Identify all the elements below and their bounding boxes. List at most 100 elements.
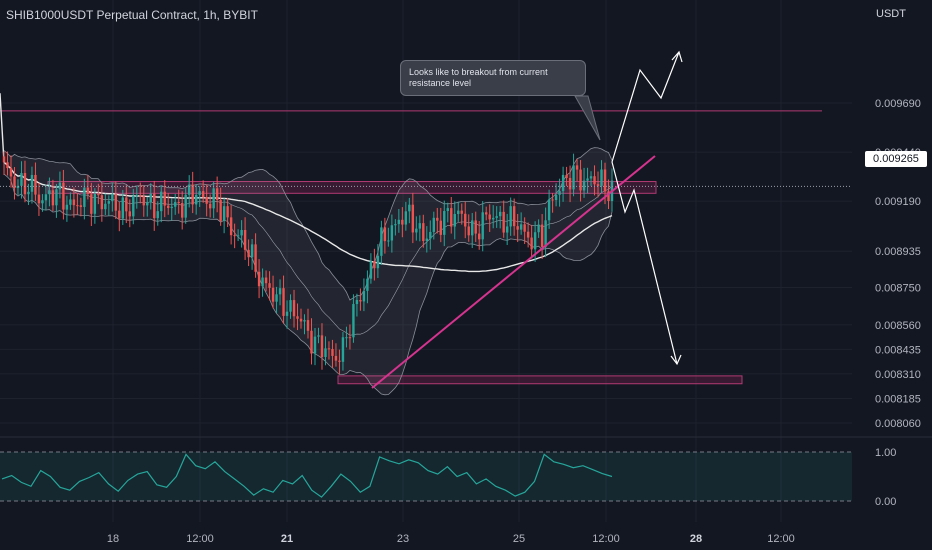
candle-body: [467, 226, 470, 236]
candle-body: [181, 203, 184, 218]
candle-body: [464, 213, 467, 227]
candle-body: [128, 211, 131, 217]
candle-body: [48, 190, 51, 195]
candle-body: [215, 188, 219, 200]
y-tick-label: 0.008185: [875, 393, 921, 405]
candle-body: [593, 176, 596, 185]
candle-body: [306, 320, 310, 331]
oscillator-band: [0, 452, 852, 501]
candle-body: [471, 220, 474, 236]
candle-body: [579, 169, 582, 191]
bullish-arrowhead: [671, 50, 683, 63]
candle-body: [345, 337, 348, 339]
candle-body: [282, 288, 285, 316]
annotation-callout[interactable]: Looks like to breakout from current resi…: [400, 60, 586, 96]
candle-body: [65, 204, 69, 210]
current-price-tag: 0.009265: [865, 151, 927, 167]
candle-body: [219, 199, 222, 221]
candle-body: [278, 288, 282, 295]
candle-body: [229, 217, 233, 236]
candle-body: [257, 271, 261, 287]
y-tick-label: 0.008750: [875, 283, 921, 295]
x-tick-label: 21: [281, 533, 293, 545]
candle-body: [86, 187, 90, 195]
candle-body: [450, 208, 453, 227]
candle-body: [425, 238, 429, 241]
candle-body: [254, 244, 257, 272]
candle-body: [149, 193, 152, 203]
candle-body: [533, 232, 537, 250]
candle-body: [488, 214, 491, 220]
candle-body: [397, 219, 401, 225]
candle-body: [505, 226, 509, 233]
x-tick-label: 12:00: [767, 533, 795, 545]
candle-body: [526, 231, 530, 238]
trendline-support: [371, 155, 656, 389]
candle-body: [271, 287, 275, 302]
candle-body: [453, 214, 456, 227]
candle-body: [509, 206, 512, 227]
candle-body: [544, 220, 547, 247]
candle-body: [558, 191, 561, 195]
candle-body: [268, 283, 271, 288]
x-tick-label: 12:00: [186, 533, 214, 545]
candle-body: [537, 224, 540, 233]
candle-body: [233, 235, 236, 237]
candle-body: [34, 174, 37, 195]
candle-body: [485, 212, 488, 215]
candle-body: [174, 202, 177, 207]
chart-title: SHIB1000USDT Perpetual Contract, 1h, BYB…: [6, 8, 258, 22]
y-tick-label: 0.008435: [875, 344, 921, 356]
candle-body: [184, 194, 187, 218]
resistance-zone: [47, 181, 657, 194]
y-tick-label: 0.008060: [875, 418, 921, 430]
candle-body: [79, 205, 83, 207]
candle-body: [9, 168, 13, 177]
candle-body: [320, 335, 324, 357]
candle-body: [167, 205, 170, 209]
candle-body: [348, 337, 352, 339]
oscillator-tick-label: 1.00: [875, 447, 896, 459]
x-tick-label: 28: [690, 533, 702, 545]
candle-body: [198, 191, 201, 195]
candle-body: [575, 165, 579, 170]
oscillator-line: [1, 453, 613, 498]
y-tick-label: 0.008935: [875, 246, 921, 258]
candle-body: [554, 194, 558, 201]
candle-body: [443, 211, 446, 235]
candle-body: [415, 228, 418, 233]
candle-body: [292, 300, 296, 317]
candle-body: [296, 316, 299, 319]
candle-body: [121, 197, 125, 219]
candle-body: [313, 336, 317, 354]
candle-body: [436, 217, 439, 221]
candle-body: [191, 184, 194, 205]
candle-body: [51, 190, 55, 206]
candle-body: [519, 224, 523, 230]
candle-body: [362, 290, 366, 302]
candle-body: [338, 360, 341, 362]
candle-body: [118, 210, 121, 219]
candle-body: [376, 255, 380, 269]
candle-body: [586, 178, 589, 181]
candle-body: [369, 261, 373, 279]
candle-body: [401, 219, 404, 225]
candle-body: [565, 174, 568, 178]
candle-body: [142, 196, 145, 206]
candle-body: [324, 348, 327, 357]
moving-average-line: [0, 93, 613, 273]
candle-body: [498, 211, 502, 217]
candle-body: [201, 191, 205, 198]
candle-body: [394, 224, 397, 226]
candle-body: [135, 195, 138, 197]
candle-body: [303, 320, 306, 322]
candle-body: [41, 200, 44, 204]
x-tick-label: 25: [513, 533, 525, 545]
candle-body: [20, 173, 23, 186]
candle-body: [331, 349, 334, 356]
candle-body: [341, 337, 345, 362]
candle-body: [551, 199, 554, 201]
candle-body: [163, 191, 166, 206]
candle-body: [439, 220, 442, 235]
